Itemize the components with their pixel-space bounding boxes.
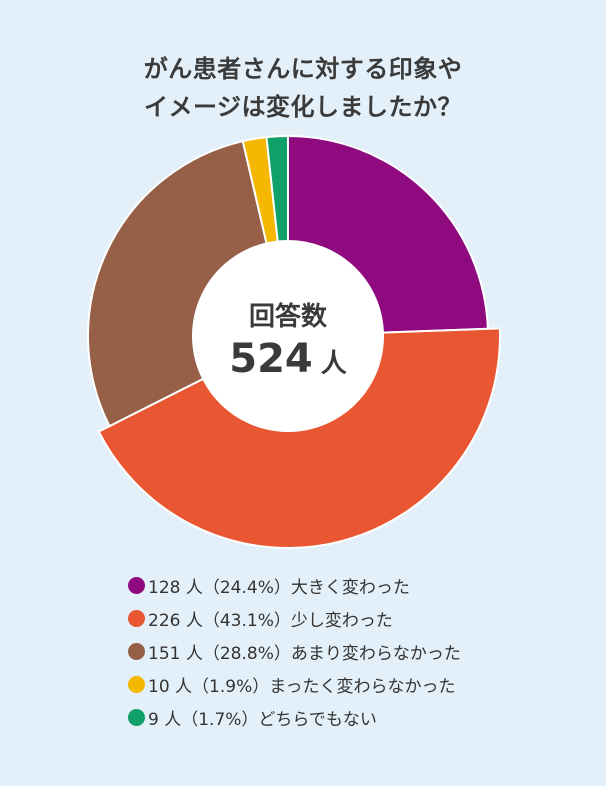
center-value: 524 bbox=[229, 336, 313, 382]
legend-label: 9 人（1.7%）どちらでもない bbox=[148, 709, 377, 730]
center-label: 回答数 524 人 bbox=[188, 300, 388, 384]
legend-label: 10 人（1.9%）まったく変わらなかった bbox=[148, 676, 456, 697]
center-title: 回答数 bbox=[248, 302, 327, 332]
legend-marker bbox=[128, 576, 145, 594]
legend: 128 人（24.4%）大きく変わった 226 人（43.1%）少し変わった 1… bbox=[128, 574, 461, 739]
legend-marker bbox=[128, 642, 145, 660]
donut-hole bbox=[193, 241, 383, 431]
chart-title-line-1: がん患者さんに対する印象や bbox=[143, 55, 463, 83]
chart-title: がん患者さんに対する印象や イメージは変化しましたか？ bbox=[0, 50, 606, 126]
legend-item: 10 人（1.9%）まったく変わらなかった bbox=[128, 673, 461, 697]
center-value-row: 524 人 bbox=[188, 334, 388, 384]
legend-item: 226 人（43.1%）少し変わった bbox=[128, 607, 461, 631]
legend-label: 226 人（43.1%）少し変わった bbox=[148, 610, 393, 631]
legend-item: 151 人（28.8%）あまり変わらなかった bbox=[128, 640, 461, 664]
legend-item: 128 人（24.4%）大きく変わった bbox=[128, 574, 461, 598]
center-unit: 人 bbox=[320, 349, 347, 379]
legend-label: 128 人（24.4%）大きく変わった bbox=[148, 577, 410, 598]
legend-marker bbox=[128, 708, 145, 726]
legend-marker bbox=[128, 609, 145, 627]
legend-item: 9 人（1.7%）どちらでもない bbox=[128, 706, 461, 730]
legend-marker bbox=[128, 675, 145, 693]
legend-label: 151 人（28.8%）あまり変わらなかった bbox=[148, 643, 461, 664]
chart-title-line-2: イメージは変化しましたか？ bbox=[143, 93, 463, 121]
